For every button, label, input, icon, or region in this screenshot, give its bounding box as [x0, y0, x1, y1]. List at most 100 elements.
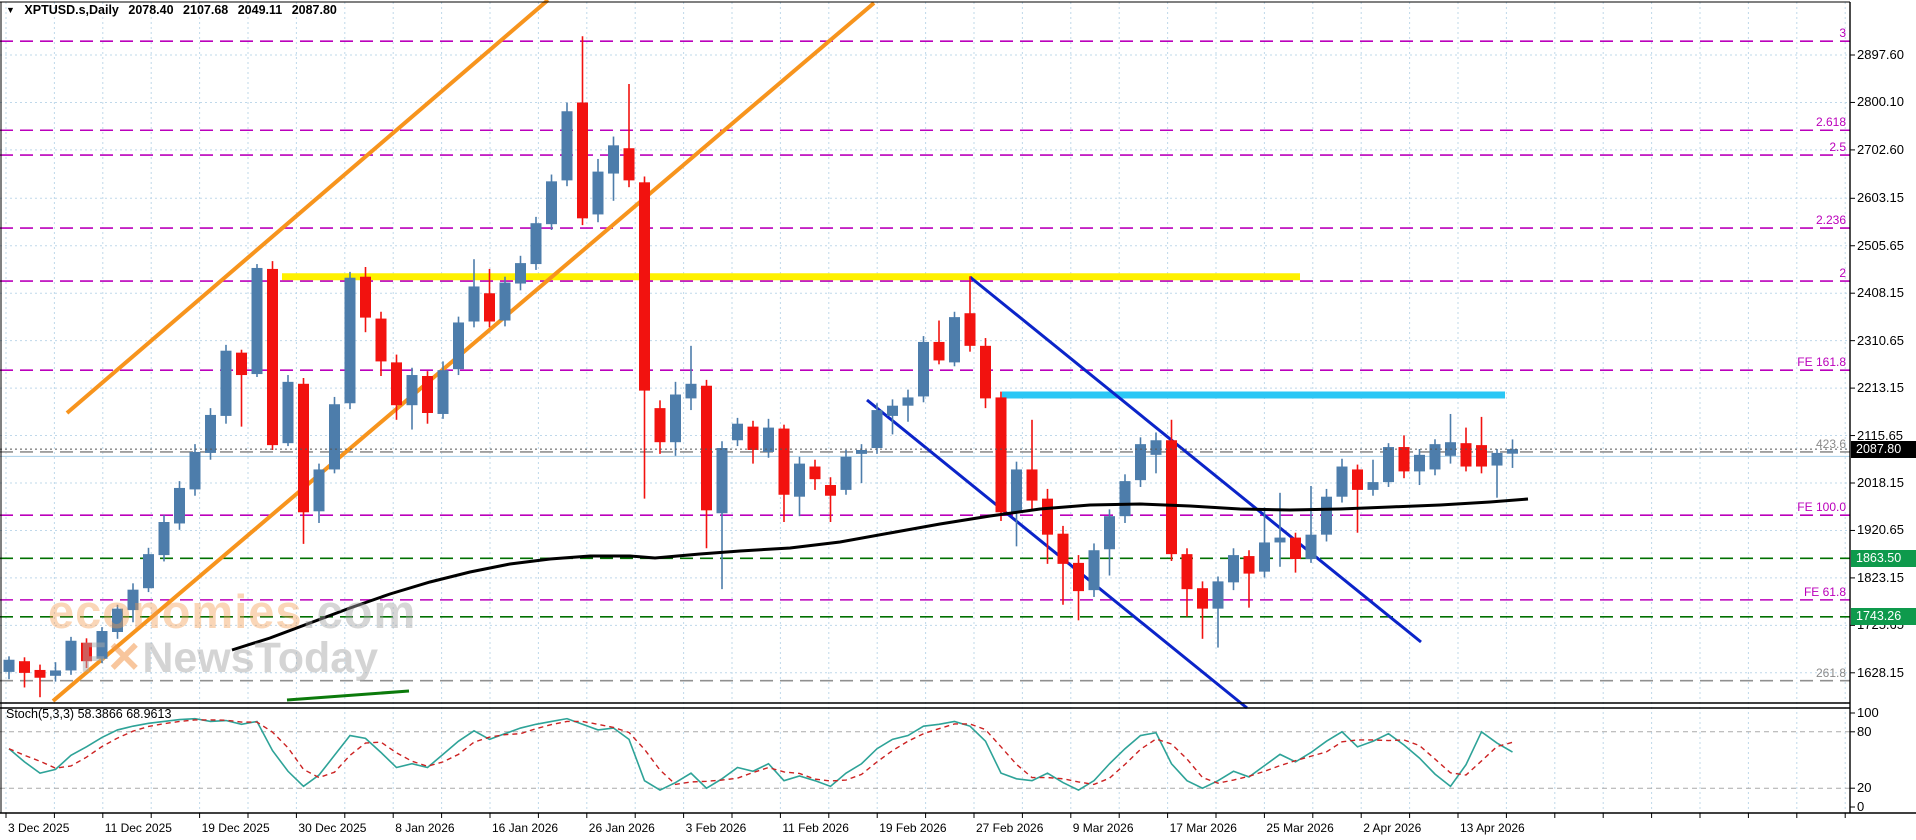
time-axis-label[interactable]: 11 Dec 2025	[104, 821, 172, 835]
price-axis-label[interactable]: 2115.65	[1857, 427, 1904, 443]
bear-candle	[577, 102, 588, 219]
bull-candle	[1104, 516, 1115, 550]
orange-channel-line	[65, 0, 550, 415]
bull-candle	[685, 383, 697, 399]
time-axis-label[interactable]: 19 Feb 2026	[879, 821, 947, 835]
stoch-axis-label[interactable]: 100	[1857, 705, 1879, 720]
time-axis-label[interactable]: 13 Apr 2026	[1460, 821, 1525, 835]
bear-candle	[995, 397, 1007, 513]
time-axis-label[interactable]: 26 Jan 2026	[588, 821, 655, 835]
bear-candle	[623, 148, 635, 181]
bear-candle	[825, 485, 836, 496]
bear-candle	[1243, 556, 1255, 574]
fib-level-label: 3	[1839, 26, 1846, 41]
level-price-box: 1863.50	[1851, 549, 1916, 567]
quote-open: 2078.40	[128, 3, 174, 17]
candlesticks	[3, 36, 1518, 698]
bull-candle	[50, 670, 61, 676]
bull-candle	[174, 487, 185, 524]
bull-candle	[949, 317, 960, 363]
bull-candle	[1414, 454, 1425, 472]
price-axis-label[interactable]: 2702.60	[1857, 141, 1904, 157]
price-axis-label[interactable]: 2018.15	[1857, 475, 1904, 490]
symbol-dropdown-icon[interactable]: ▼	[6, 5, 15, 15]
bear-candle	[809, 466, 821, 480]
time-axis-label[interactable]: 3 Dec 2025	[8, 821, 70, 835]
stoch-axis-label[interactable]: 20	[1857, 780, 1872, 796]
bull-candle	[670, 394, 681, 443]
bull-candle	[840, 456, 852, 490]
stoch-axis-label[interactable]: 0	[1857, 799, 1865, 814]
bull-candle	[1088, 550, 1100, 591]
bull-candle	[794, 463, 805, 497]
bull-candle	[65, 640, 77, 671]
bear-candle	[236, 352, 247, 376]
bear-candle	[654, 408, 666, 443]
price-axis-label[interactable]: 2800.10	[1857, 94, 1904, 110]
price-axis-label[interactable]: 1920.65	[1857, 522, 1904, 538]
blue-channel-line	[969, 275, 1422, 644]
bear-candle	[1290, 537, 1301, 559]
bear-candle	[391, 362, 402, 406]
quote-close: 2087.80	[291, 3, 337, 17]
price-axis-label[interactable]: 1823.15	[1857, 569, 1904, 585]
bull-candle	[127, 589, 139, 611]
time-axis-label[interactable]: 2 Apr 2026	[1363, 821, 1422, 835]
stoch-axis-label[interactable]: 80	[1857, 723, 1872, 739]
price-axis-label[interactable]: 2213.15	[1857, 380, 1904, 396]
bear-candle	[267, 268, 278, 446]
price-axis-label[interactable]: 2603.15	[1857, 190, 1904, 206]
bear-candle	[964, 313, 976, 346]
bear-candle	[1166, 440, 1177, 555]
time-axis-label[interactable]: 17 Mar 2026	[1169, 821, 1237, 835]
fib-level-label: 2.618	[1815, 115, 1846, 130]
bear-candle	[933, 341, 945, 361]
bear-candle	[1352, 469, 1363, 490]
bull-candle	[1212, 581, 1224, 609]
price-axis-label[interactable]: 1628.15	[1857, 664, 1904, 680]
current-price-box: 2087.80	[1851, 440, 1916, 458]
time-axis-label[interactable]: 16 Jan 2026	[492, 821, 559, 835]
bear-candle	[484, 293, 495, 322]
time-axis-label[interactable]: 19 Dec 2025	[201, 821, 270, 835]
stochastic-d-line	[8, 719, 1513, 786]
time-axis-label[interactable]: 30 Dec 2025	[298, 821, 367, 835]
price-axis-label[interactable]: 2897.60	[1857, 47, 1904, 62]
time-axis-label[interactable]: 11 Feb 2026	[782, 821, 849, 835]
fib-level-label: FE 100.0	[1797, 500, 1846, 515]
green-trend-segment	[286, 689, 410, 702]
bear-candle	[1398, 447, 1410, 472]
symbol-timeframe-label: XPTUSD.s,Daily	[24, 3, 119, 17]
bear-candle	[1181, 554, 1193, 590]
bull-candle	[3, 659, 15, 672]
bull-candle	[158, 522, 170, 556]
time-axis-label[interactable]: 25 Mar 2026	[1266, 821, 1334, 835]
bull-candle	[189, 451, 201, 490]
bull-candle	[515, 263, 526, 284]
fib-level-label: FE 61.8	[1803, 584, 1846, 599]
time-axis-label[interactable]: 27 Feb 2026	[976, 821, 1044, 835]
bull-candle	[608, 145, 619, 174]
quote-high: 2107.68	[183, 3, 229, 17]
price-axis-label[interactable]: 2505.65	[1857, 237, 1904, 253]
fib-level-label: 2.5	[1829, 140, 1846, 155]
bear-candle	[1026, 469, 1038, 501]
bull-candle	[763, 427, 774, 452]
bull-candle	[499, 282, 511, 321]
price-axis-label[interactable]: 2408.15	[1857, 285, 1904, 301]
chart-title-bar: ▼ XPTUSD.s,Daily 2078.40 2107.68 2049.11…	[6, 3, 343, 17]
bull-candle	[1228, 555, 1239, 583]
level-price-box: 1743.26	[1851, 608, 1916, 626]
bull-candle	[406, 375, 418, 406]
time-axis-label[interactable]: 9 Mar 2026	[1072, 821, 1134, 835]
fib-level-label: 261.8	[1815, 665, 1846, 680]
time-axis-label[interactable]: 8 Jan 2026	[395, 821, 455, 835]
bull-candle	[1259, 542, 1270, 572]
price-axis-label[interactable]: 2310.65	[1857, 332, 1904, 348]
time-axis-label[interactable]: 3 Feb 2026	[685, 821, 747, 835]
bull-candle	[329, 404, 340, 470]
bull-candle	[592, 171, 604, 215]
fib-level-label: FE 161.8	[1797, 355, 1846, 370]
bull-candle	[546, 181, 557, 225]
